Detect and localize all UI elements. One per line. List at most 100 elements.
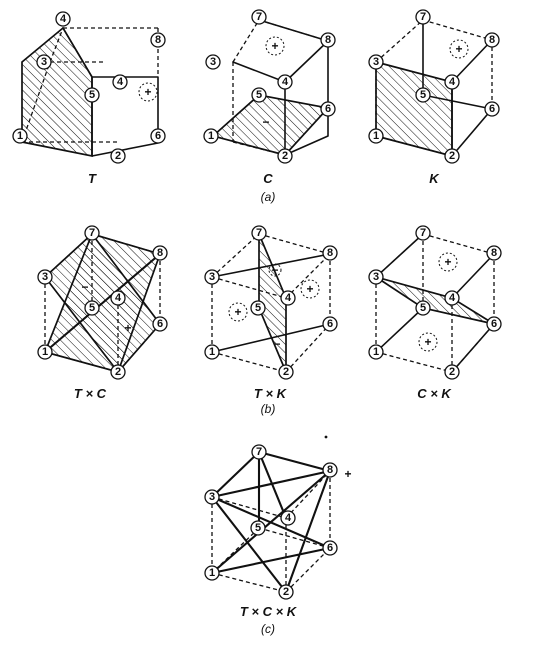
node-2: 2 bbox=[277, 148, 293, 164]
svg-text:6: 6 bbox=[489, 103, 495, 115]
node-7: 7 bbox=[415, 225, 431, 241]
svg-text:1: 1 bbox=[373, 346, 379, 358]
node-5: 5 bbox=[84, 87, 100, 103]
node-4-top: 4 bbox=[55, 11, 71, 27]
svg-text:2: 2 bbox=[449, 150, 455, 162]
node-7: 7 bbox=[251, 444, 267, 460]
node-3: 3 bbox=[368, 269, 384, 285]
svg-text:8: 8 bbox=[327, 247, 333, 259]
svg-text:3: 3 bbox=[41, 56, 47, 68]
node-1: 1 bbox=[204, 344, 220, 360]
sign-plus-1: + bbox=[228, 302, 248, 322]
node-2: 2 bbox=[110, 148, 126, 164]
svg-text:3: 3 bbox=[209, 271, 215, 283]
node-3: 3 bbox=[36, 54, 52, 70]
svg-text:4: 4 bbox=[282, 76, 289, 88]
node-5: 5 bbox=[415, 300, 431, 316]
part-label-a: (a) bbox=[261, 190, 276, 204]
svg-text:5: 5 bbox=[255, 302, 261, 314]
node-7: 7 bbox=[415, 9, 431, 25]
svg-text:4: 4 bbox=[449, 76, 456, 88]
node-5: 5 bbox=[251, 87, 267, 103]
svg-text:2: 2 bbox=[115, 366, 121, 378]
svg-text:6: 6 bbox=[327, 318, 333, 330]
node-6: 6 bbox=[322, 540, 338, 556]
caption-c: C bbox=[263, 171, 273, 186]
node-4: 4 bbox=[444, 74, 460, 90]
node-8: 8 bbox=[320, 32, 336, 48]
plane-t bbox=[21, 26, 93, 158]
svg-text:7: 7 bbox=[420, 11, 426, 23]
cube-t-x-c-x-k: + 7 8 3 4 5 1 2 6 T × C × K bbox=[204, 435, 352, 619]
part-label-b: (b) bbox=[261, 402, 276, 416]
svg-text:+: + bbox=[424, 335, 431, 349]
sign-minus-1: − bbox=[268, 263, 282, 277]
caption-k: K bbox=[429, 171, 440, 186]
node-1: 1 bbox=[204, 565, 220, 581]
node-6: 6 bbox=[322, 316, 338, 332]
sign-plus: + bbox=[344, 467, 351, 481]
svg-text:5: 5 bbox=[89, 89, 95, 101]
svg-text:1: 1 bbox=[209, 346, 215, 358]
caption-t-x-k: T × K bbox=[254, 386, 288, 401]
svg-text:8: 8 bbox=[157, 247, 163, 259]
node-5: 5 bbox=[250, 300, 266, 316]
node-2: 2 bbox=[444, 148, 460, 164]
sign-plus: + bbox=[138, 82, 158, 102]
node-3: 3 bbox=[205, 54, 221, 70]
svg-text:4: 4 bbox=[285, 512, 292, 524]
svg-text:8: 8 bbox=[155, 34, 161, 46]
node-4: 4 bbox=[444, 290, 460, 306]
node-4: 4 bbox=[112, 74, 128, 90]
svg-text:3: 3 bbox=[42, 271, 48, 283]
cube-t-x-c: − + 7 8 3 4 5 1 2 6 T × C bbox=[37, 225, 168, 401]
sign-plus-2: + bbox=[300, 279, 320, 299]
svg-text:7: 7 bbox=[89, 227, 95, 239]
cube-c: + − 7 8 3 4 5 1 2 6 C bbox=[203, 9, 336, 186]
svg-text:7: 7 bbox=[256, 446, 262, 458]
svg-text:4: 4 bbox=[60, 13, 67, 25]
svg-text:1: 1 bbox=[373, 130, 379, 142]
svg-text:1: 1 bbox=[209, 567, 215, 579]
svg-text:4: 4 bbox=[115, 292, 122, 304]
node-1: 1 bbox=[37, 344, 53, 360]
plane-ck bbox=[375, 276, 495, 325]
node-2: 2 bbox=[278, 364, 294, 380]
node-8: 8 bbox=[322, 462, 338, 478]
node-7: 7 bbox=[84, 225, 100, 241]
svg-text:8: 8 bbox=[327, 464, 333, 476]
caption-t-x-c: T × C bbox=[74, 386, 107, 401]
node-4: 4 bbox=[280, 290, 296, 306]
node-2: 2 bbox=[278, 584, 294, 600]
svg-text:1: 1 bbox=[208, 130, 214, 142]
svg-text:6: 6 bbox=[327, 542, 333, 554]
part-label-c: (c) bbox=[261, 622, 275, 636]
svg-text:2: 2 bbox=[282, 150, 288, 162]
svg-text:+: + bbox=[444, 255, 451, 269]
node-6: 6 bbox=[320, 101, 336, 117]
svg-text:−: − bbox=[273, 337, 280, 351]
svg-text:4: 4 bbox=[285, 292, 292, 304]
svg-text:+: + bbox=[271, 39, 278, 53]
node-5: 5 bbox=[84, 300, 100, 316]
node-3: 3 bbox=[204, 269, 220, 285]
node-2: 2 bbox=[110, 364, 126, 380]
svg-text:4: 4 bbox=[449, 292, 456, 304]
svg-text:3: 3 bbox=[373, 271, 379, 283]
sign-minus-2: − bbox=[273, 337, 280, 351]
node-8: 8 bbox=[322, 245, 338, 261]
node-4: 4 bbox=[280, 510, 296, 526]
caption-t-x-c-x-k: T × C × K bbox=[240, 604, 298, 619]
cube-t: + 4 3 5 4 1 2 6 8 T bbox=[12, 11, 166, 186]
sign-plus-1: + bbox=[438, 252, 458, 272]
svg-text:5: 5 bbox=[255, 522, 261, 534]
svg-text:6: 6 bbox=[491, 318, 497, 330]
node-8: 8 bbox=[152, 245, 168, 261]
svg-text:5: 5 bbox=[256, 89, 262, 101]
sign-minus: − bbox=[262, 115, 269, 129]
cube-c-x-k: + + 7 8 3 4 5 1 2 6 C × K bbox=[368, 225, 502, 401]
svg-text:1: 1 bbox=[42, 346, 48, 358]
sign-plus-2: + bbox=[418, 332, 438, 352]
node-3: 3 bbox=[368, 54, 384, 70]
svg-text:8: 8 bbox=[489, 34, 495, 46]
